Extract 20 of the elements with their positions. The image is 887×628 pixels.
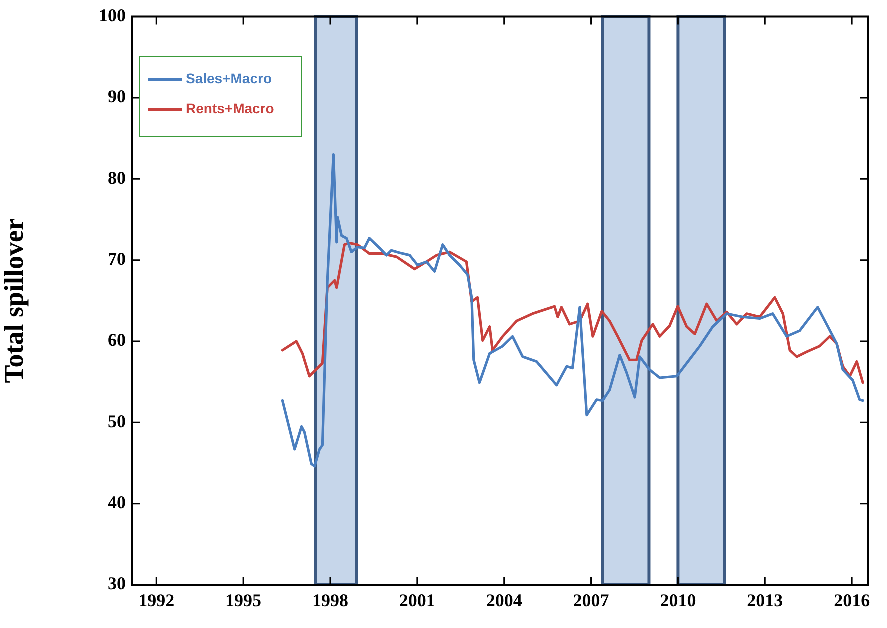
legend-label: Sales+Macro	[186, 70, 272, 87]
y-tick-label: 60	[108, 330, 126, 350]
x-tick-label: 2010	[660, 590, 696, 610]
y-tick-label: 100	[99, 5, 126, 26]
x-tick-label: 2013	[747, 590, 784, 610]
y-tick-label: 30	[108, 574, 126, 594]
x-tick-label: 2001	[399, 590, 436, 610]
y-tick-label: 70	[108, 248, 126, 269]
y-axis-title: Total spillover	[0, 218, 30, 384]
x-tick-label: 1995	[226, 590, 262, 610]
y-tick-label: 50	[108, 411, 126, 432]
x-tick-label: 2004	[486, 590, 522, 610]
y-tick-label: 80	[108, 168, 126, 188]
x-tick-label: 1998	[312, 590, 348, 610]
y-tick-label: 90	[108, 86, 126, 107]
x-tick-label: 2016	[834, 590, 870, 610]
x-tick-label: 2007	[573, 590, 610, 610]
x-tick-label: 1992	[138, 590, 175, 610]
legend-label: Rents+Macro	[186, 100, 274, 117]
y-tick-label: 40	[108, 492, 126, 512]
